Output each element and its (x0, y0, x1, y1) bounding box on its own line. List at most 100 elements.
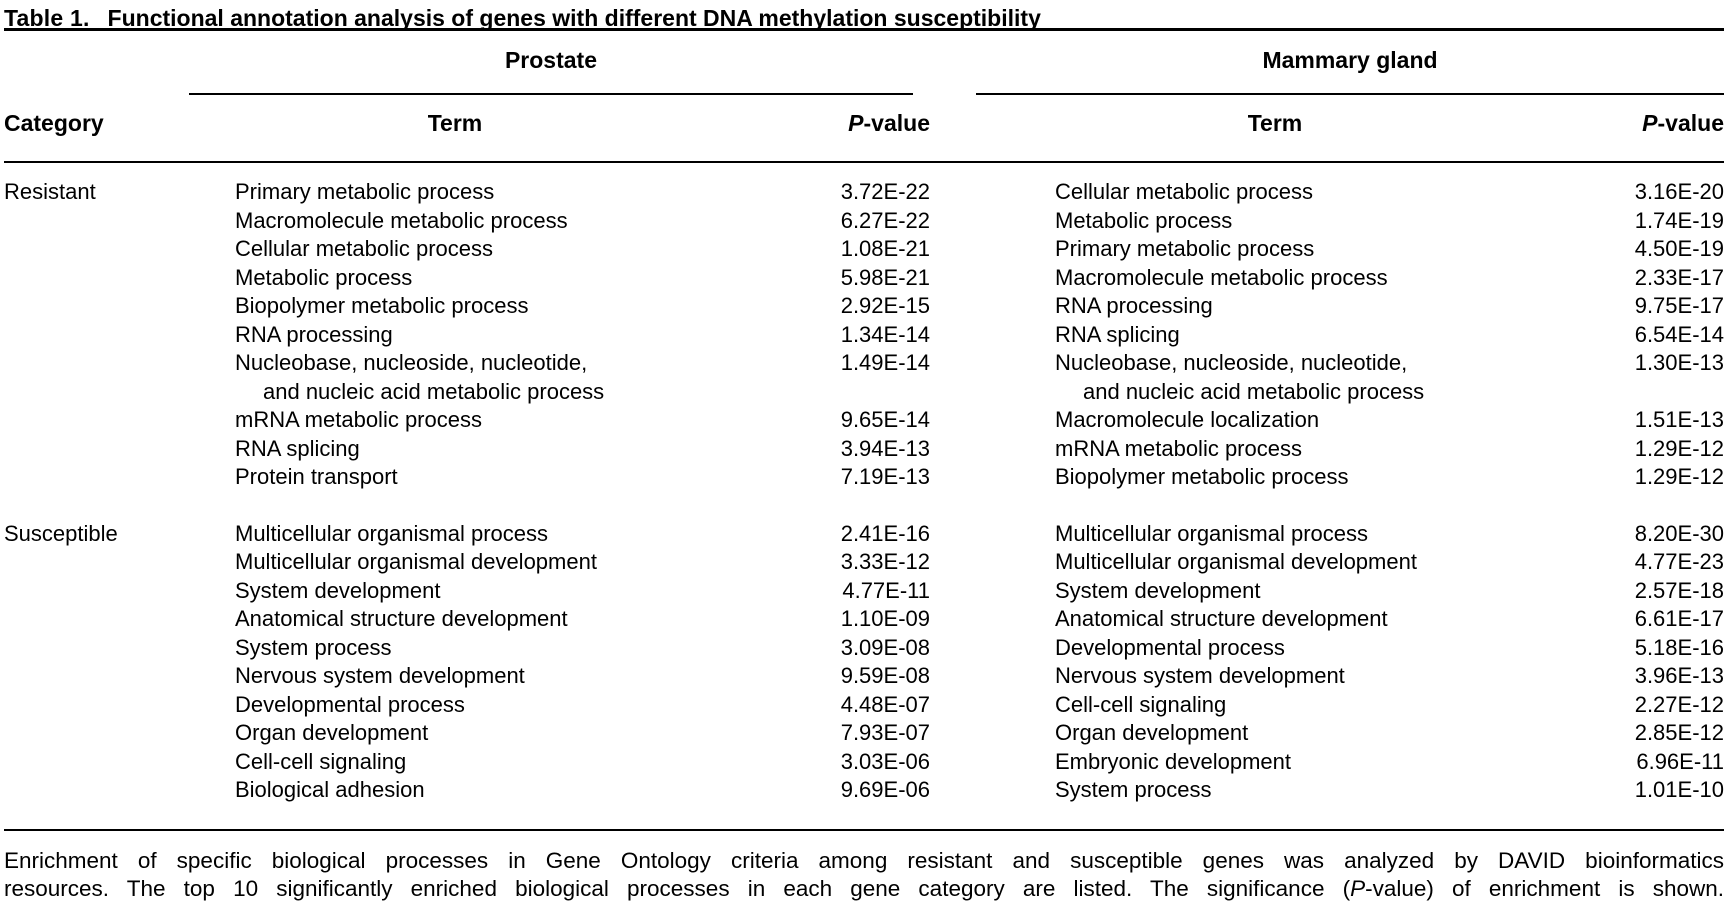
mammary-term-cell: Anatomical structure development (1055, 605, 1620, 634)
table-row: Resistant Primary metabolic process 3.72E-… (4, 178, 1724, 207)
term-text: mRNA metabolic process (1055, 435, 1302, 461)
category-cell: Resistant (4, 179, 96, 204)
prostate-pvalue-cell: 1.34E-14 (840, 321, 930, 347)
prostate-pvalue-cell: 3.33E-12 (840, 549, 930, 574)
column-gutter (930, 634, 1055, 663)
column-gutter (930, 719, 1055, 748)
term-text: System process (1055, 777, 1212, 802)
term-text: Cellular metabolic process (235, 236, 493, 261)
table-row: Cell-cell signaling 3.03E-06 Embryonic dev… (4, 748, 1724, 777)
term-text: Anatomical structure development (235, 606, 568, 631)
footnote-line: Enrichment of specific biological proces… (4, 847, 1724, 876)
category-cell (4, 406, 235, 435)
mammary-pvalue-cell: 5.18E-16 (1634, 634, 1724, 660)
term-header-text: Term (427, 110, 483, 136)
mammary-pvalue-cell: 3.96E-13 (1634, 663, 1724, 688)
category-cell (4, 435, 235, 464)
term-text: Metabolic process (1055, 207, 1233, 233)
table-row: System process 3.09E-08 Developmental proc… (4, 634, 1724, 663)
mammary-pvalue-cell: 1.74E-19 (1634, 207, 1724, 233)
column-gutter (930, 349, 1055, 406)
column-gutter (930, 776, 1055, 805)
prostate-pvalue-cell: 9.59E-08 (840, 663, 930, 688)
term-text: Nervous system development (1055, 663, 1345, 688)
table-row: Nucleobase, nucleoside, nucleotide, and n… (4, 349, 1724, 406)
column-gutter (930, 548, 1055, 577)
category-cell (4, 577, 235, 606)
term-text: Multicellular organismal development (235, 549, 597, 574)
column-gutter (930, 264, 1055, 293)
mammary-term-cell: Multicellular organismal process (1055, 520, 1620, 549)
table-row: Developmental process 4.48E-07 Cell-cell s… (4, 691, 1724, 720)
term-text: mRNA metabolic process (235, 407, 482, 432)
pvalue-header-suffix: -value (863, 110, 930, 136)
prostate-pvalue-cell: 7.19E-13 (840, 464, 930, 489)
term-text: Embryonic development (1055, 748, 1292, 774)
prostate-term-cell: Protein transport (235, 463, 820, 492)
prostate-term-cell: Multicellular organismal development (235, 548, 820, 577)
column-gutter (930, 235, 1055, 264)
category-cell (4, 463, 235, 492)
prostate-term-cell: Anatomical structure development (235, 605, 820, 634)
prostate-term-cell: Metabolic process (235, 264, 820, 293)
section-susceptible: Susceptible Multicellular organismal proc… (4, 520, 1724, 805)
term-text: Cell-cell signaling (235, 748, 407, 774)
mammary-term-cell: Primary metabolic process (1055, 235, 1620, 264)
prostate-term-cell: Macromolecule metabolic process (235, 207, 820, 236)
column-gutter (930, 463, 1055, 492)
column-gutter (930, 691, 1055, 720)
prostate-term-cell: Multicellular organismal process (235, 520, 820, 549)
mammary-term-cell: Nervous system development (1055, 662, 1620, 691)
table-row: Multicellular organismal development 3.33… (4, 548, 1724, 577)
mammary-term-cell: Macromolecule metabolic process (1055, 264, 1620, 293)
term-text: Primary metabolic process (235, 179, 495, 204)
table-row: Metabolic process 5.98E-21 Macromolecule m… (4, 264, 1724, 293)
prostate-term-cell: Cellular metabolic process (235, 235, 820, 264)
column-gutter (930, 662, 1055, 691)
mammary-gland-group: Mammary gland (976, 47, 1724, 95)
term-text: Biological adhesion (235, 777, 425, 802)
column-gutter (930, 435, 1055, 464)
table-row: Biological adhesion 9.69E-06 System proces… (4, 776, 1724, 805)
category-cell (4, 748, 235, 777)
prostate-pvalue-column-header: P-value (820, 110, 930, 137)
term-text: RNA processing (1055, 293, 1213, 318)
header-rule (4, 161, 1724, 163)
prostate-term-cell: mRNA metabolic process (235, 406, 820, 435)
mammary-term-cell: System development (1055, 577, 1620, 606)
prostate-pvalue-cell: 1.10E-09 (840, 606, 930, 631)
category-cell (4, 292, 235, 321)
mammary-term-cell: Biopolymer metabolic process (1055, 463, 1620, 492)
prostate-pvalue-cell: 3.94E-13 (840, 435, 930, 461)
top-rule (4, 28, 1724, 31)
mammary-term-cell: System process (1055, 776, 1620, 805)
term-text: RNA splicing (1055, 321, 1180, 347)
mammary-pvalue-cell: 2.33E-17 (1634, 264, 1724, 290)
column-gutter (930, 292, 1055, 321)
column-gutter (930, 577, 1055, 606)
prostate-term-cell: RNA processing (235, 321, 820, 350)
table-row: System development 4.77E-11 System develop… (4, 577, 1724, 606)
mammary-term-cell: RNA splicing (1055, 321, 1620, 350)
term-text: Biopolymer metabolic process (235, 293, 529, 318)
prostate-term-cell: System development (235, 577, 820, 606)
category-column-header: Category (4, 110, 104, 136)
table-row: Susceptible Multicellular organismal proc… (4, 520, 1724, 549)
term-text: Multicellular organismal process (1055, 520, 1369, 546)
table-title: Table 1. Functional annotation analysis o… (4, 0, 1724, 31)
term-text: Organ development (235, 720, 429, 745)
mammary-term-cell: Developmental process (1055, 634, 1620, 663)
mammary-pvalue-cell: 4.77E-23 (1634, 549, 1724, 574)
category-cell (4, 605, 235, 634)
mammary-term-cell: Embryonic development (1055, 748, 1620, 777)
mammary-pvalue-cell: 1.29E-12 (1634, 435, 1724, 461)
mammary-term-column-header: Term (1055, 110, 1620, 137)
section-resistant: Resistant Primary metabolic process 3.72E-… (4, 178, 1724, 492)
column-gutter (930, 520, 1055, 549)
prostate-pvalue-cell: 6.27E-22 (840, 207, 930, 233)
table-row: Cellular metabolic process 1.08E-21 Primar… (4, 235, 1724, 264)
mammary-pvalue-cell: 2.57E-18 (1634, 577, 1724, 603)
table-row: Protein transport 7.19E-13 Biopolymer meta… (4, 463, 1724, 492)
table-row: Organ development 7.93E-07 Organ developme… (4, 719, 1724, 748)
